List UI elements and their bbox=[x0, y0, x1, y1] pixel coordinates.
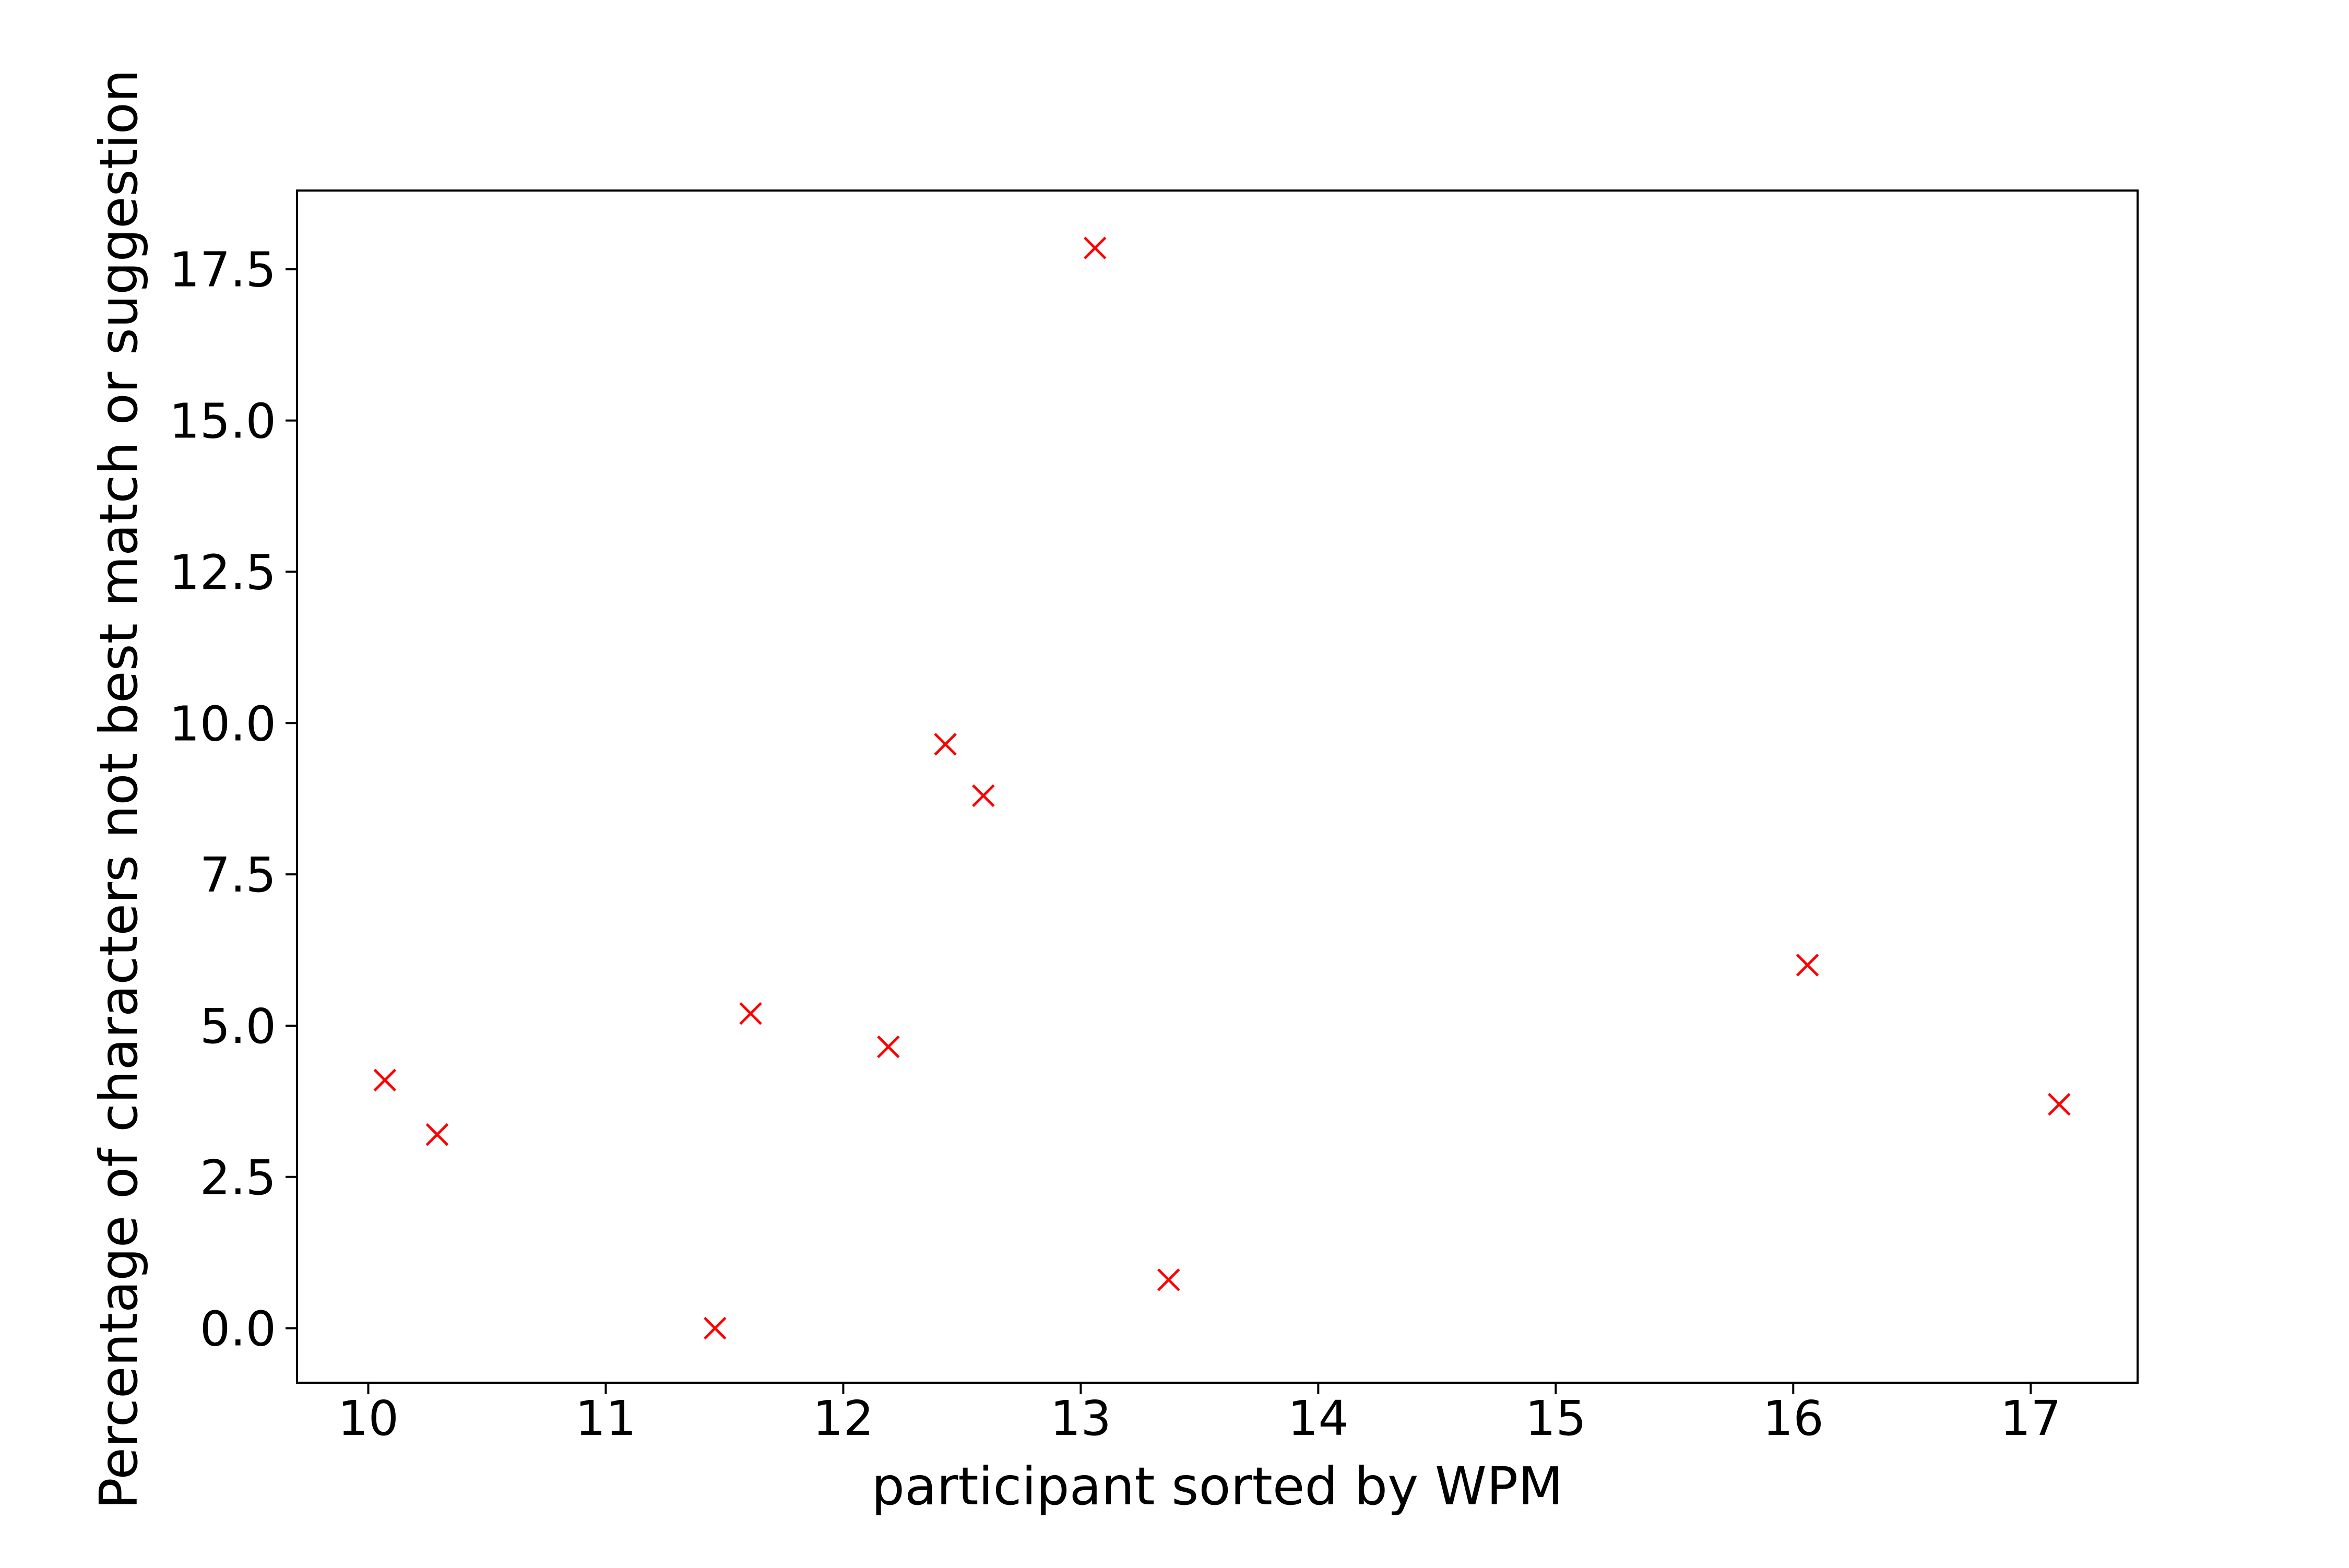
x-tick-label: 11 bbox=[575, 1391, 636, 1446]
x-tick-label: 17 bbox=[2000, 1391, 2061, 1446]
y-tick-label: 12.5 bbox=[169, 544, 276, 600]
data-point bbox=[2048, 1092, 2071, 1116]
y-tick-label: 0.0 bbox=[200, 1301, 276, 1357]
x-tick-label: 13 bbox=[1050, 1391, 1111, 1446]
ticks-layer: 10 11 12 13 14 15 16 17 0.0 2.5 5.0 7.5 10.0 12.5 15.0… bbox=[169, 242, 2061, 1446]
x-tick-label: 14 bbox=[1288, 1391, 1349, 1446]
x-tick-label: 10 bbox=[338, 1391, 399, 1446]
y-tick-label: 15.0 bbox=[169, 394, 276, 449]
data-point bbox=[934, 733, 957, 756]
data-point bbox=[877, 1035, 900, 1059]
points-layer bbox=[373, 236, 2071, 1340]
y-tick-label: 5.0 bbox=[200, 999, 276, 1054]
x-tick-label: 12 bbox=[813, 1391, 874, 1446]
data-point bbox=[739, 1002, 762, 1025]
x-tick-label: 16 bbox=[1763, 1391, 1824, 1446]
data-point bbox=[425, 1123, 449, 1146]
data-point bbox=[1157, 1268, 1180, 1291]
x-tick-label: 15 bbox=[1525, 1391, 1586, 1446]
data-point bbox=[373, 1068, 397, 1092]
y-tick-label: 17.5 bbox=[169, 242, 276, 298]
y-tick-label: 7.5 bbox=[200, 847, 276, 903]
plot-frame bbox=[296, 189, 2139, 1384]
y-tick-label: 2.5 bbox=[200, 1150, 276, 1206]
y-axis-label: Percentage of characters not best match … bbox=[88, 69, 149, 1510]
y-tick-label: 10.0 bbox=[169, 696, 276, 752]
data-point bbox=[972, 784, 995, 807]
data-point bbox=[1083, 236, 1107, 259]
data-point bbox=[703, 1316, 727, 1340]
x-axis-label: participant sorted by WPM bbox=[871, 1456, 1563, 1517]
data-point bbox=[1796, 954, 1819, 977]
